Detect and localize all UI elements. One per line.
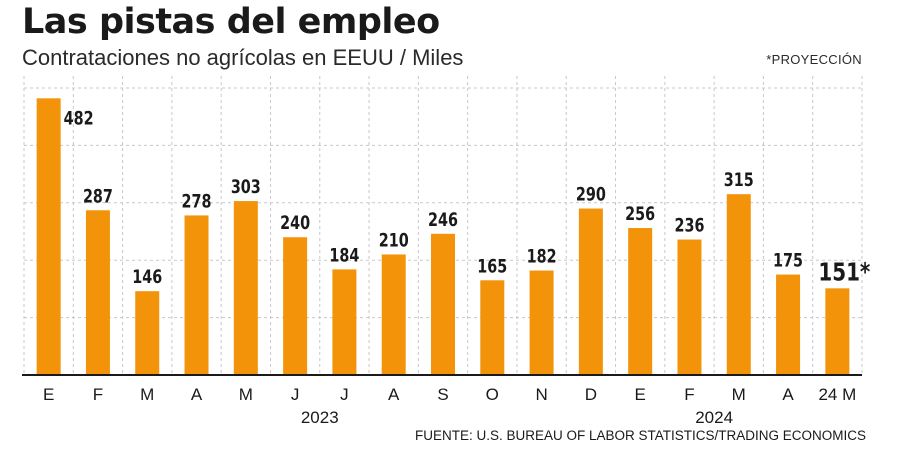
bar (677, 239, 702, 375)
chart-title: Las pistas del empleo (22, 2, 440, 42)
x-tick-label: A (782, 385, 794, 404)
x-tick-label: M (140, 385, 154, 404)
bar (283, 237, 308, 375)
x-tick-label: E (635, 385, 646, 404)
bar (332, 269, 357, 375)
bar (578, 208, 603, 375)
bar (381, 254, 406, 375)
year-label: 2023 (301, 408, 339, 427)
value-label: 146 (132, 266, 162, 288)
value-label: 303 (231, 176, 261, 198)
bar (628, 228, 653, 375)
value-label: 256 (625, 203, 655, 225)
bar (184, 215, 209, 375)
value-label: 482 (64, 107, 94, 129)
x-tick-label: 24 M (818, 385, 856, 404)
x-tick-label: O (486, 385, 499, 404)
bar (233, 201, 258, 375)
x-tick-label: S (437, 385, 448, 404)
value-label: 278 (182, 190, 212, 212)
chart-subtitle: Contrataciones no agrícolas en EEUU / Mi… (22, 45, 464, 70)
x-tick-label: E (43, 385, 54, 404)
bar (431, 233, 455, 375)
bar (36, 98, 61, 375)
value-label: 246 (428, 209, 458, 231)
bar (529, 270, 554, 375)
bar (135, 291, 160, 375)
value-label: 210 (379, 229, 409, 251)
value-label: 240 (280, 212, 310, 234)
value-label: 175 (773, 250, 803, 272)
x-tick-label: F (684, 385, 694, 404)
x-tick-label: F (93, 385, 103, 404)
bar (726, 194, 751, 375)
value-label: 182 (527, 246, 557, 268)
x-tick-label: J (340, 385, 349, 404)
x-tick-label: M (239, 385, 253, 404)
x-tick-label: A (191, 385, 203, 404)
value-label: 287 (83, 185, 113, 207)
x-tick-label: A (388, 385, 400, 404)
bar (776, 274, 801, 375)
value-label: 290 (576, 184, 606, 206)
value-label: 184 (329, 244, 359, 266)
bar (480, 280, 505, 375)
value-label: 165 (477, 255, 507, 277)
bar (825, 288, 850, 375)
x-tick-label: M (732, 385, 746, 404)
x-tick-label: D (585, 385, 597, 404)
bar (85, 210, 110, 375)
x-tick-label: J (291, 385, 300, 404)
year-label: 2024 (695, 408, 733, 427)
value-label: 151* (818, 257, 870, 286)
source-note: FUENTE: U.S. BUREAU OF LABOR STATISTICS/… (414, 428, 866, 443)
x-tick-label: N (535, 385, 547, 404)
value-label: 315 (724, 169, 754, 191)
value-label: 236 (674, 215, 704, 237)
projection-note: *PROYECCIÓN (766, 52, 862, 67)
